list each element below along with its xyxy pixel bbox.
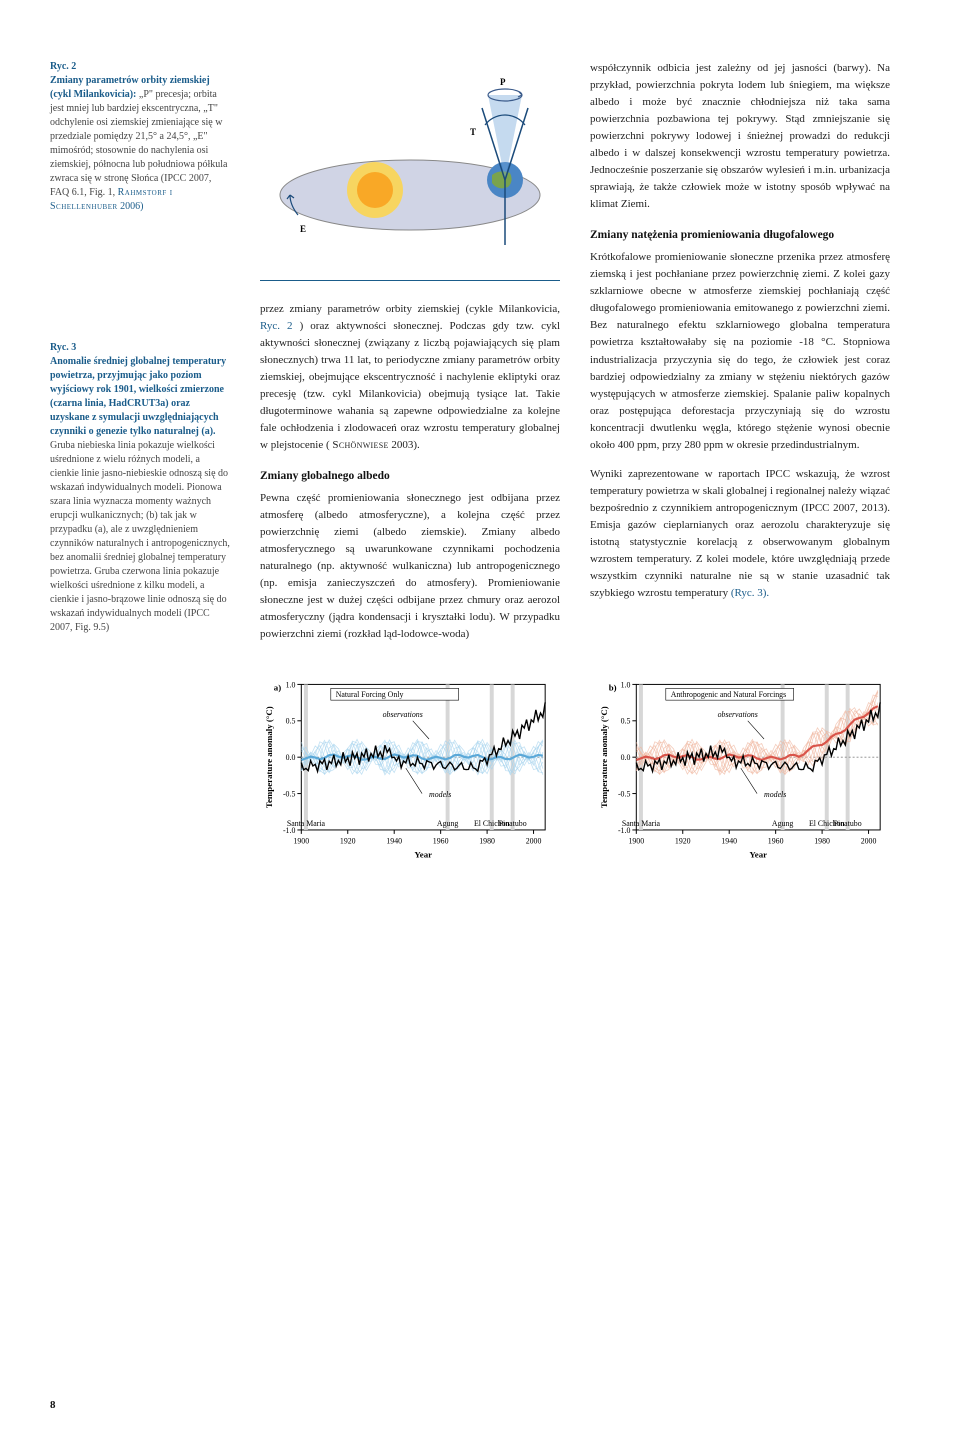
- svg-text:Santa Maria: Santa Maria: [622, 819, 661, 828]
- mid-column: przez zmiany parametrów orbity ziemskiej…: [260, 301, 560, 644]
- ryc3-caption: Ryc. 3 Anomalie średniej globalnej tempe…: [50, 341, 230, 635]
- svg-text:-0.5: -0.5: [618, 790, 631, 799]
- ryc3-head: Ryc. 3: [50, 342, 76, 353]
- svg-text:Pinatubo: Pinatubo: [834, 819, 862, 828]
- svg-text:1960: 1960: [768, 837, 784, 846]
- svg-text:Pinatubo: Pinatubo: [499, 819, 527, 828]
- orbit-label-e: E: [300, 224, 306, 234]
- svg-text:observations: observations: [383, 710, 423, 719]
- svg-text:Temperature anomaly (°C): Temperature anomaly (°C): [264, 706, 274, 808]
- svg-text:a): a): [274, 682, 281, 692]
- left-gap: Ryc. 3 Anomalie średniej globalnej tempe…: [50, 301, 230, 644]
- svg-text:0.5: 0.5: [286, 717, 296, 726]
- svg-text:Year: Year: [749, 850, 767, 860]
- svg-text:Temperature anomaly (°C): Temperature anomaly (°C): [599, 706, 609, 808]
- right-column: współczynnik odbicia jest zależny od jej…: [590, 60, 890, 643]
- right-h1: Zmiany natężenia promieniowania długofal…: [590, 227, 890, 245]
- svg-text:observations: observations: [718, 710, 758, 719]
- ryc2-caption: Ryc. 2 Zmiany parametrów orbity ziemskie…: [50, 60, 230, 301]
- ryc2-tail: 2006): [120, 201, 143, 212]
- chart-a: 1.00.50.0-0.5-1.019001920194019601980200…: [260, 673, 555, 863]
- svg-text:b): b): [609, 682, 617, 692]
- orbit-label-t: T: [470, 127, 476, 137]
- svg-text:0.0: 0.0: [286, 753, 296, 762]
- svg-text:0.5: 0.5: [621, 717, 631, 726]
- svg-text:1940: 1940: [386, 837, 402, 846]
- svg-text:models: models: [764, 790, 786, 799]
- mid-para1: przez zmiany parametrów orbity ziemskiej…: [260, 301, 560, 454]
- svg-text:Agung: Agung: [772, 819, 793, 828]
- right-para1: współczynnik odbicia jest zależny od jej…: [590, 60, 890, 213]
- svg-text:1920: 1920: [675, 837, 691, 846]
- orbit-label-p: P: [500, 77, 506, 87]
- svg-text:1.0: 1.0: [621, 681, 631, 690]
- ryc3-body: Gruba niebieska linia pokazuje wielkości…: [50, 440, 230, 633]
- orbit-figure: P T E: [260, 60, 560, 301]
- svg-text:1960: 1960: [433, 837, 449, 846]
- ryc2-body: „P" precesja; orbita jest mniej lub bard…: [50, 89, 227, 198]
- svg-text:-0.5: -0.5: [283, 790, 296, 799]
- right-para2: Krótkofalowe promieniowanie słoneczne pr…: [590, 249, 890, 454]
- svg-text:1900: 1900: [293, 837, 309, 846]
- svg-text:Year: Year: [414, 850, 432, 860]
- svg-text:Agung: Agung: [437, 819, 458, 828]
- mid-h1: Zmiany globalnego albedo: [260, 468, 560, 486]
- ryc2-head: Ryc. 2: [50, 61, 76, 72]
- chart-b: 1.00.50.0-0.5-1.019001920194019601980200…: [595, 673, 890, 863]
- right-para3: Wyniki zaprezentowane w raportach IPCC w…: [590, 466, 890, 602]
- ryc3-title: Anomalie średniej globalnej temperatury …: [50, 356, 226, 437]
- svg-text:Natural Forcing Only: Natural Forcing Only: [336, 690, 404, 699]
- svg-text:1900: 1900: [628, 837, 644, 846]
- svg-text:1980: 1980: [814, 837, 830, 846]
- svg-text:1920: 1920: [340, 837, 356, 846]
- svg-text:Anthropogenic and Natural Forc: Anthropogenic and Natural Forcings: [671, 690, 786, 699]
- svg-text:2000: 2000: [861, 837, 877, 846]
- figure-rule: [260, 280, 560, 281]
- mid-para2: Pewna część promieniowania słonecznego j…: [260, 490, 560, 643]
- svg-text:2000: 2000: [526, 837, 542, 846]
- svg-text:1.0: 1.0: [286, 681, 296, 690]
- svg-text:Santa Maria: Santa Maria: [287, 819, 326, 828]
- svg-text:models: models: [429, 790, 451, 799]
- svg-text:1980: 1980: [479, 837, 495, 846]
- page-number: 8: [50, 1397, 56, 1414]
- svg-text:0.0: 0.0: [621, 753, 631, 762]
- svg-text:1940: 1940: [721, 837, 737, 846]
- charts-row: 1.00.50.0-0.5-1.019001920194019601980200…: [260, 673, 890, 863]
